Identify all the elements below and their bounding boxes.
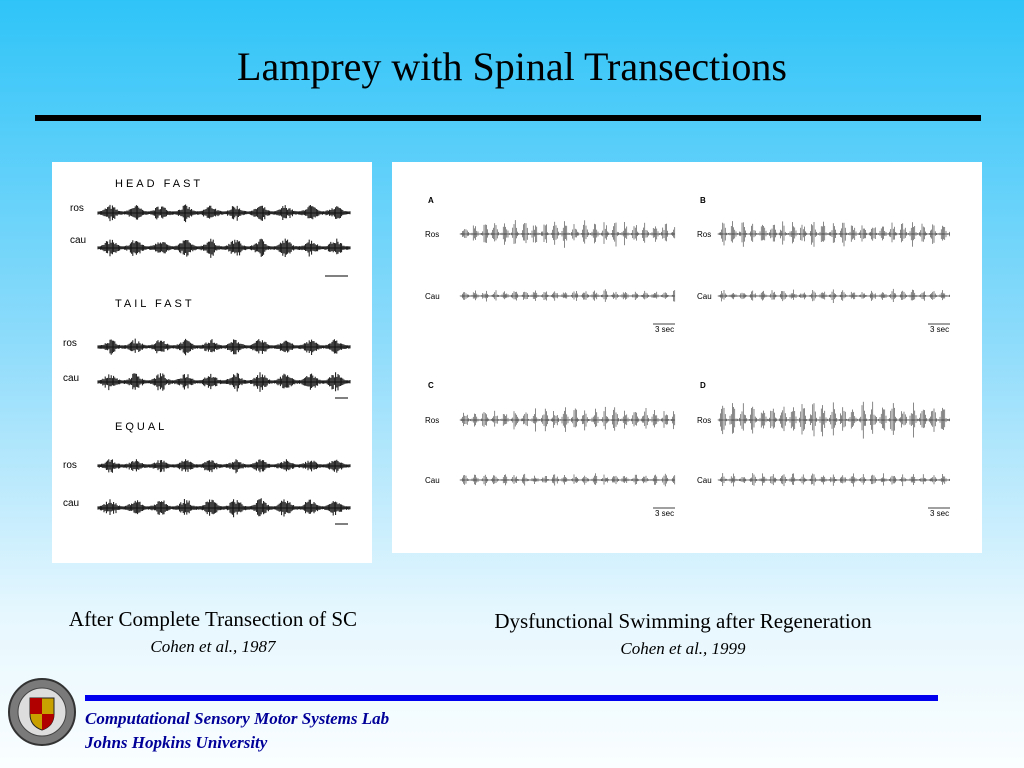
group-heading: TAIL FAST — [115, 298, 195, 310]
row-label: Cau — [425, 292, 440, 301]
emg-trace — [97, 498, 351, 518]
row-label: cau — [63, 373, 79, 384]
panel-letter: D — [700, 381, 706, 390]
row-label: cau — [70, 235, 86, 246]
row-label: ros — [70, 203, 84, 214]
row-label: Ros — [697, 230, 711, 239]
group-heading: EQUAL — [115, 421, 167, 433]
emg-trace — [459, 473, 676, 487]
row-label: Cau — [697, 292, 712, 301]
row-label: Ros — [425, 230, 439, 239]
scale-label: 3 sec — [930, 509, 949, 518]
emg-trace — [97, 372, 351, 392]
row-label: ros — [63, 460, 77, 471]
emg-trace — [97, 459, 351, 474]
slide-title: Lamprey with Spinal Transections — [237, 44, 787, 89]
right-figure — [392, 162, 982, 553]
footer-university: Johns Hopkins University — [84, 733, 268, 752]
panel-letter: C — [428, 381, 434, 390]
scale-label: 3 sec — [930, 325, 949, 334]
caption: After Complete Transection of SC — [69, 607, 357, 631]
row-label: Ros — [697, 416, 711, 425]
emg-trace — [97, 204, 351, 223]
row-label: Cau — [697, 476, 712, 485]
footer-rule — [85, 695, 938, 701]
row-label: cau — [63, 498, 79, 509]
emg-trace — [97, 238, 351, 258]
panel-letter: B — [700, 196, 706, 205]
group-heading: HEAD FAST — [115, 178, 203, 190]
emg-trace — [97, 338, 351, 356]
left-figure — [52, 162, 372, 563]
emg-trace — [459, 406, 676, 432]
emg-trace — [717, 221, 950, 247]
row-label: Ros — [425, 416, 439, 425]
row-label: ros — [63, 338, 77, 349]
emg-trace — [459, 220, 676, 248]
citation: Cohen et al., 1999 — [620, 639, 746, 658]
scale-label: 3 sec — [655, 509, 674, 518]
emg-trace — [717, 473, 950, 487]
emg-trace — [717, 288, 950, 303]
footer-lab: Computational Sensory Motor Systems Lab — [85, 709, 389, 728]
emg-trace — [459, 289, 676, 302]
citation: Cohen et al., 1987 — [150, 637, 277, 656]
panel-letter: A — [428, 196, 434, 205]
logo — [8, 678, 76, 746]
scale-label: 3 sec — [655, 325, 674, 334]
title-rule — [35, 115, 981, 121]
caption: Dysfunctional Swimming after Regeneratio… — [494, 609, 872, 633]
emg-trace — [717, 401, 950, 439]
row-label: Cau — [425, 476, 440, 485]
